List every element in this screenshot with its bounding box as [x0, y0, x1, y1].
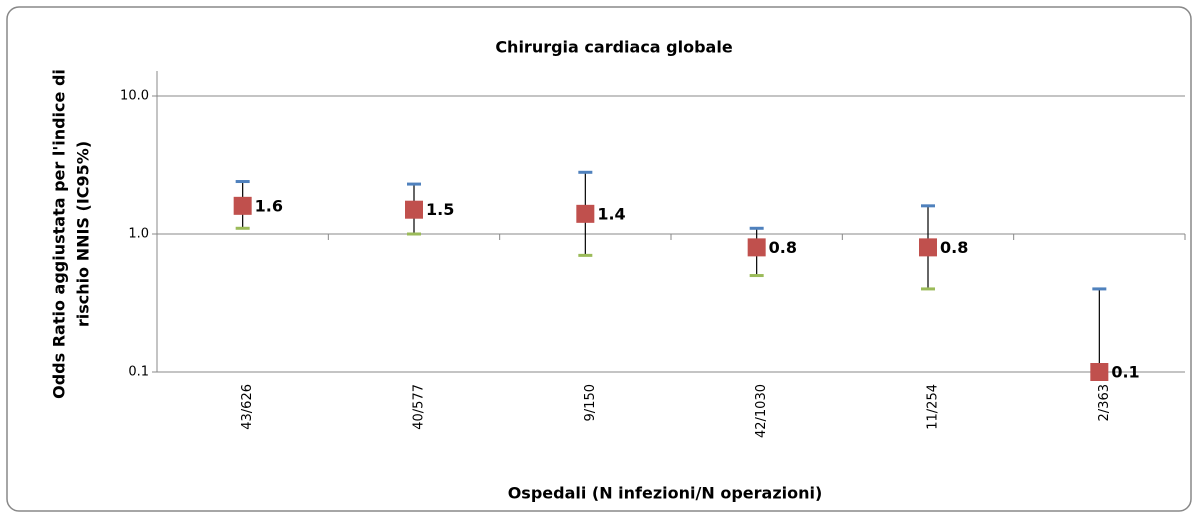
y-axis-label: Odds Ratio aggiustata per l'indice di: [50, 69, 69, 399]
x-axis-label: Ospedali (N infezioni/N operazioni): [508, 484, 823, 503]
data-label: 1.4: [597, 204, 625, 223]
x-tick-label: 43/626: [240, 384, 255, 430]
x-tick-label: 11/254: [926, 384, 941, 430]
data-label: 0.8: [940, 238, 968, 257]
data-label: 0.1: [1111, 363, 1139, 382]
point: [576, 204, 595, 223]
x-tick-label: 42/1030: [754, 384, 769, 438]
point: [919, 238, 937, 257]
y-axis-label: rischio NNIS (IC95%): [74, 141, 93, 327]
data-label: 1.6: [255, 196, 283, 215]
point: [747, 238, 766, 257]
x-tick-label: 40/577: [412, 384, 427, 430]
y-tick-label: 1.0: [128, 227, 149, 242]
point: [1090, 363, 1109, 381]
data-label: 1.5: [426, 200, 454, 219]
y-tick-label: 10.0: [120, 89, 149, 104]
point: [233, 196, 252, 215]
x-tick-label: 9/150: [583, 384, 598, 421]
chart-border: [6, 6, 1192, 512]
x-tick-label: 2/363: [1097, 384, 1112, 421]
chart-title: Chirurgia cardiaca globale: [495, 38, 733, 57]
y-tick-label: 0.1: [128, 365, 149, 380]
data-label: 0.8: [769, 238, 797, 257]
point: [405, 200, 423, 219]
